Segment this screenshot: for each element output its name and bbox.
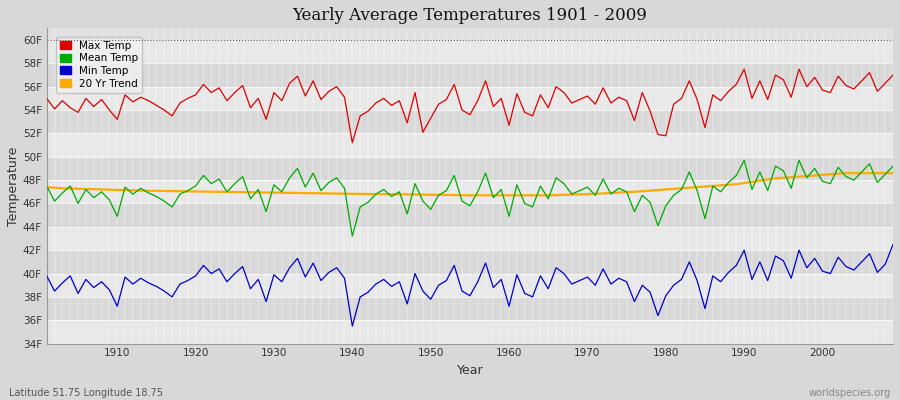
Bar (47, 87, 893, 110)
Bar (47, 157, 893, 180)
Legend: Max Temp, Mean Temp, Min Temp, 20 Yr Trend: Max Temp, Mean Temp, Min Temp, 20 Yr Tre… (56, 37, 142, 93)
Bar (47, 133, 893, 157)
Bar (47, 227, 893, 250)
Text: Latitude 51.75 Longitude 18.75: Latitude 51.75 Longitude 18.75 (9, 388, 163, 398)
Text: worldspecies.org: worldspecies.org (809, 388, 891, 398)
Bar (47, 297, 893, 320)
Bar (47, 250, 893, 274)
Title: Yearly Average Temperatures 1901 - 2009: Yearly Average Temperatures 1901 - 2009 (292, 7, 647, 24)
Y-axis label: Temperature: Temperature (7, 146, 20, 226)
Bar (47, 110, 893, 133)
Bar (47, 180, 893, 204)
Bar (47, 274, 893, 297)
Bar (47, 320, 893, 344)
Bar (47, 40, 893, 63)
X-axis label: Year: Year (456, 364, 483, 377)
Bar (47, 204, 893, 227)
Bar (47, 63, 893, 87)
